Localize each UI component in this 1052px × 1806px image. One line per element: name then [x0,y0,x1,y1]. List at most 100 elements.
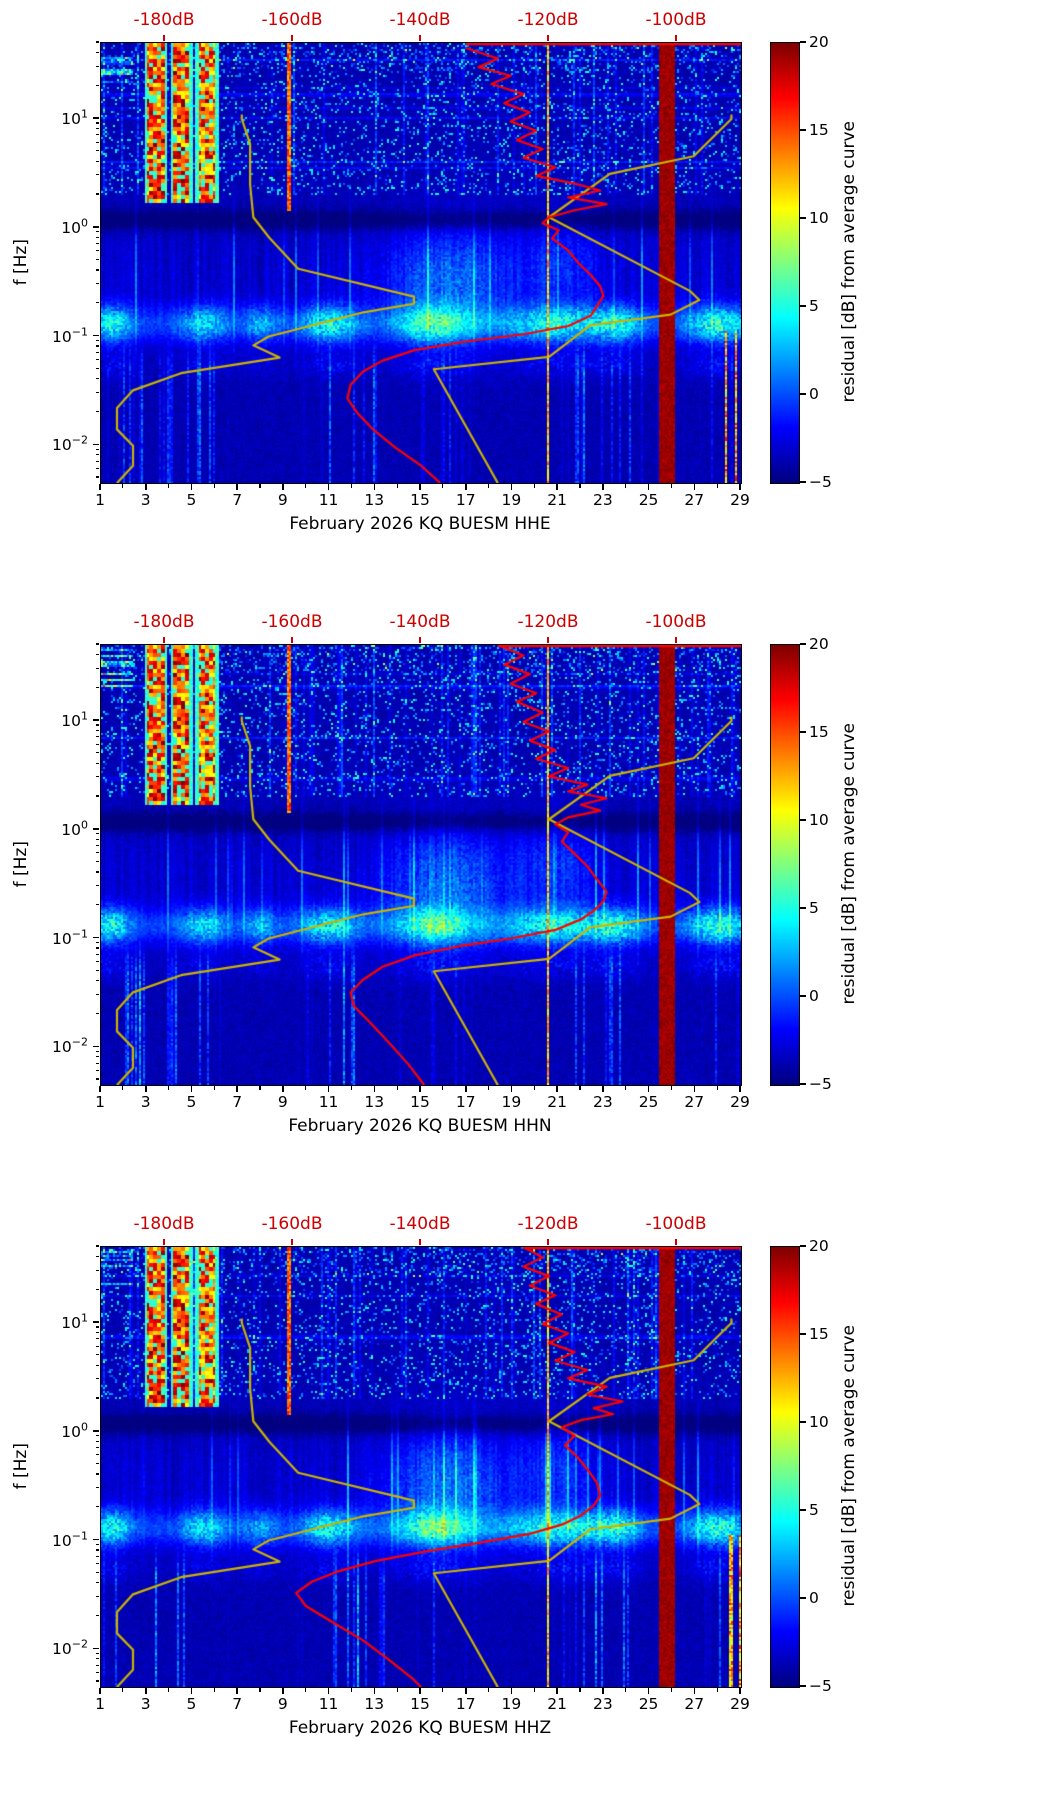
colorbar-tick-label: 5 [809,1501,819,1519]
y-minor-tick [95,1245,99,1247]
top-axis-tick [291,1239,293,1245]
y-tick-label: 10−2 [52,1035,88,1057]
y-minor-tick [95,904,99,906]
x-major-tick [282,1688,284,1694]
x-major-tick [190,484,193,490]
x-major-tick [327,1688,330,1694]
x-minor-tick [487,484,490,488]
x-tick-label: 7 [232,491,243,509]
top-axis-tick-label: -120dB [517,612,579,632]
colorbar-tick-label: 10 [809,209,829,227]
colorbar-tick [800,41,806,43]
y-minor-tick [95,258,99,261]
x-tick-label: 9 [277,491,288,509]
colorbar-tick-label: 20 [809,635,829,653]
x-tick-label: 11 [318,1695,339,1713]
colorbar-tick-label: −5 [809,1075,832,1093]
colorbar-tick [800,305,806,307]
x-minor-tick [122,484,124,488]
x-tick-label: 19 [501,491,522,509]
x-major-tick [282,1086,284,1092]
y-minor-tick [95,724,99,726]
x-major-tick [99,1688,101,1694]
x-tick-label: 21 [547,1695,568,1713]
y-minor-tick [95,743,99,745]
top-axis-tick-label: -140dB [389,10,451,30]
x-minor-tick [259,1688,261,1692]
x-minor-tick [533,1688,535,1692]
y-minor-tick [95,1454,99,1456]
top-axis-tick-label: -160dB [261,1214,323,1234]
top-axis-tick [419,35,421,41]
spectrogram-plot-area [100,1246,742,1688]
x-minor-tick [670,1086,673,1090]
x-major-tick [465,1688,467,1694]
y-minor-tick [95,1435,99,1437]
colorbar-tick-label: 15 [809,121,829,139]
top-axis-tick-label: -100dB [645,10,707,30]
x-major-tick [602,1086,604,1092]
y-minor-tick [95,1571,99,1573]
x-major-tick [190,1086,193,1092]
colorbar-label-wrap: residual [dB] from average curve [836,644,862,1084]
top-axis-tick [547,35,549,41]
x-minor-tick [259,484,261,488]
y-minor-tick [95,1331,99,1334]
colorbar-canvas [771,43,799,483]
x-minor-tick [625,1688,627,1692]
x-minor-tick [396,1086,398,1090]
x-tick-label: 15 [410,1093,430,1111]
top-axis-tick [675,637,677,643]
y-minor-tick [95,1354,99,1356]
x-tick-label: 25 [638,491,659,509]
x-minor-tick [625,484,627,488]
x-minor-tick [533,484,535,488]
x-tick-label: 13 [364,491,385,509]
x-minor-tick [716,484,718,488]
y-tick-label: 10−1 [52,927,88,948]
x-major-tick [145,484,147,490]
y-minor-tick [95,752,99,754]
spectrogram-plot-area [100,42,742,484]
x-minor-tick [442,1688,444,1692]
y-minor-tick [95,84,99,86]
spectrogram-plot-area [100,644,742,1086]
x-minor-tick [487,1688,490,1692]
spectrogram-panel-hhz: f [Hz] February 2026 KQ BUESM HHZ residu… [0,1204,1052,1806]
y-minor-tick [95,885,99,887]
x-tick-label: 19 [501,1695,522,1713]
x-minor-tick [305,484,307,488]
x-minor-tick [487,1086,490,1090]
y-minor-tick [95,1447,99,1449]
x-tick-label: 5 [186,1695,197,1713]
y-minor-tick [95,947,99,949]
x-tick-label: 3 [140,1695,151,1713]
colorbar-tick [800,1509,806,1511]
x-tick-label: 21 [547,1093,568,1111]
y-minor-tick [95,1378,99,1380]
y-major-tick [93,828,99,830]
y-minor-tick [95,467,99,469]
y-axis-label: f [Hz] [11,840,31,888]
y-major-tick [93,1045,99,1048]
top-axis-tick [675,35,677,41]
y-major-tick [93,1321,99,1323]
y-minor-tick [95,1563,99,1565]
x-tick-label: 27 [684,1093,705,1111]
y-minor-tick [95,1658,99,1660]
x-tick-label: 23 [592,1695,613,1713]
y-minor-tick [95,1078,99,1080]
x-tick-label: 5 [186,491,197,509]
y-tick-label: 100 [61,216,88,237]
y-minor-tick [95,51,99,54]
x-major-tick [556,1086,558,1092]
colorbar-tick [800,1333,806,1335]
y-minor-tick [95,1652,99,1654]
x-major-tick [510,484,513,490]
x-tick-label: 17 [455,1093,476,1111]
x-major-tick [510,1688,513,1694]
colorbar-tick [800,907,806,909]
x-tick-label: 13 [364,1695,385,1713]
x-minor-tick [625,1086,627,1090]
colorbar-label: residual [dB] from average curve [839,723,859,1005]
